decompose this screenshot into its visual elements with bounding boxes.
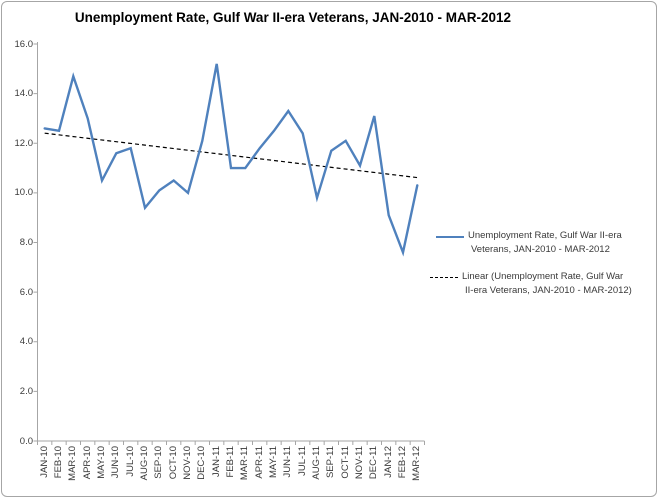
x-tick-label: MAY-11 xyxy=(268,446,279,479)
x-tick-label: SEP-11 xyxy=(325,446,337,479)
x-tick-label: APR-11 xyxy=(253,446,265,479)
y-tick-label: 8.0 xyxy=(19,237,33,248)
x-tick-label: JUN-11 xyxy=(282,446,294,478)
legend-series-line1: Unemployment Rate, Gulf War II-era xyxy=(468,230,622,241)
x-tick-label: JAN-12 xyxy=(382,446,394,478)
x-tick-label: DEC-11 xyxy=(368,446,380,480)
x-tick-label: FEB-12 xyxy=(397,446,408,479)
x-tick-label: OCT-11 xyxy=(339,446,351,479)
series-line-key-icon xyxy=(436,236,464,238)
legend-entry-series-label: Unemployment Rate, Gulf War II-era Veter… xyxy=(468,229,622,257)
x-tick-label: MAR-10 xyxy=(67,446,79,481)
x-tick-label: MAR-12 xyxy=(411,446,423,481)
legend-trend-line1: Linear (Unemployment Rate, Gulf War xyxy=(462,271,624,282)
x-tick-label: JAN-11 xyxy=(210,446,222,477)
x-tick-label: MAY-10 xyxy=(96,446,107,479)
y-tick-label: 16.0 xyxy=(14,38,34,50)
legend-series-line2: Veterans, JAN-2010 - MAR-2012 xyxy=(471,244,610,255)
x-tick-label: MAR-11 xyxy=(239,446,251,481)
y-tick-label: 10.0 xyxy=(14,187,34,199)
x-tick-label: NOV-11 xyxy=(354,446,365,480)
x-tick-label: JUL-10 xyxy=(124,446,136,477)
y-tick-label: 4.0 xyxy=(19,336,33,348)
y-tick-label: 12.0 xyxy=(14,137,34,149)
legend-trend-line2: II-era Veterans, JAN-2010 - MAR-2012) xyxy=(465,285,632,296)
x-tick-label: JUL-11 xyxy=(296,446,308,476)
series-line xyxy=(43,63,419,257)
x-tick-label: APR-10 xyxy=(81,446,93,480)
x-tick-label: JUN-10 xyxy=(110,446,122,479)
trendline-key-icon xyxy=(430,277,458,278)
legend-entry-trendline-label: Linear (Unemployment Rate, Gulf War II-e… xyxy=(462,270,632,298)
x-tick-label: FEB-11 xyxy=(225,446,236,478)
y-tick-label: 6.0 xyxy=(19,286,33,298)
x-tick-label: JAN-10 xyxy=(38,446,50,478)
x-tick-label: DEC-10 xyxy=(196,446,208,480)
y-tick-label: 2.0 xyxy=(19,385,33,397)
x-tick-label: SEP-10 xyxy=(153,446,165,479)
x-tick-label: NOV-10 xyxy=(182,446,193,480)
x-tick-label: FEB-10 xyxy=(53,446,64,479)
x-tick-label: AUG-10 xyxy=(139,446,150,481)
legend-entry-series: Unemployment Rate, Gulf War II-era Veter… xyxy=(436,229,656,257)
y-tick-label: 0.0 xyxy=(19,435,33,447)
y-tick-label: 14.0 xyxy=(14,88,34,100)
x-tick-label: AUG-11 xyxy=(311,446,322,480)
legend: Unemployment Rate, Gulf War II-era Veter… xyxy=(430,229,656,298)
x-tick-label: OCT-10 xyxy=(167,446,179,480)
chart-title: Unemployment Rate, Gulf War II-era Veter… xyxy=(74,10,512,25)
legend-entry-trendline: Linear (Unemployment Rate, Gulf War II-e… xyxy=(430,270,656,298)
